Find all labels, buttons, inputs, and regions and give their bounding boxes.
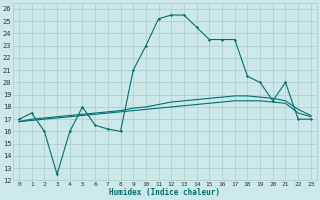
X-axis label: Humidex (Indice chaleur): Humidex (Indice chaleur) [109, 188, 220, 197]
